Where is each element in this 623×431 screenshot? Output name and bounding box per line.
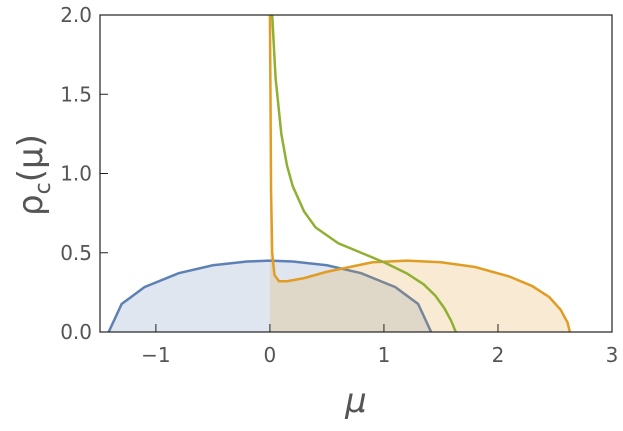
area — [108, 260, 432, 332]
y-tick-label: 1.5 — [60, 82, 92, 106]
x-tick-label: −1 — [141, 343, 170, 367]
curve — [270, 15, 457, 332]
y-tick-label: 0.0 — [60, 320, 92, 344]
y-tick-label: 0.5 — [60, 241, 92, 265]
x-tick-label: 3 — [606, 343, 619, 367]
x-axis-label: μ — [344, 381, 367, 421]
x-tick-label: 2 — [492, 343, 505, 367]
x-tick-label: 0 — [264, 343, 277, 367]
x-tick-label: 1 — [378, 343, 391, 367]
area — [269, 15, 570, 332]
y-tick-label: 1.0 — [60, 162, 92, 186]
y-axis-label: ρc(μ) — [11, 134, 56, 216]
curve — [268, 15, 572, 332]
y-tick-label: 2.0 — [60, 3, 92, 27]
curve — [107, 259, 433, 332]
